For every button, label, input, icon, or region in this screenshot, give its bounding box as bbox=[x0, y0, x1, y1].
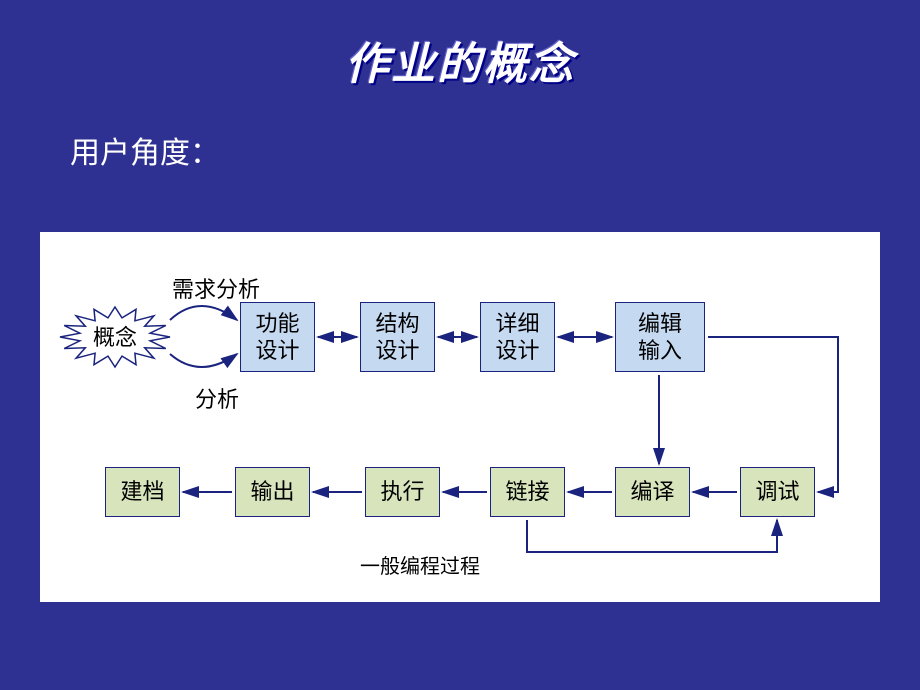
node-debug: 调试 bbox=[740, 467, 815, 517]
diagram-caption: 一般编程过程 bbox=[360, 550, 480, 579]
slide-subtitle: 用户角度： bbox=[70, 128, 220, 172]
slide-title: 作业的概念 bbox=[0, 28, 920, 92]
node-compile: 编译 bbox=[615, 467, 690, 517]
node-edit: 编辑输入 bbox=[615, 302, 705, 372]
node-doc: 建档 bbox=[105, 467, 180, 517]
node-out: 输出 bbox=[235, 467, 310, 517]
node-func: 功能设计 bbox=[240, 302, 315, 372]
edge-label-1: 分析 bbox=[195, 382, 239, 414]
edge-label-0: 需求分析 bbox=[172, 272, 260, 304]
node-link: 链接 bbox=[490, 467, 565, 517]
node-exec: 执行 bbox=[365, 467, 440, 517]
concept-star: 概念 bbox=[40, 232, 175, 372]
node-struct: 结构设计 bbox=[360, 302, 435, 372]
node-detail: 详细设计 bbox=[480, 302, 555, 372]
diagram-panel: 概念 功能设计结构设计详细设计编辑输入建档 输出 执行链接编译调试 需求分析分析 一… bbox=[40, 232, 880, 602]
svg-text:概念: 概念 bbox=[93, 325, 137, 350]
